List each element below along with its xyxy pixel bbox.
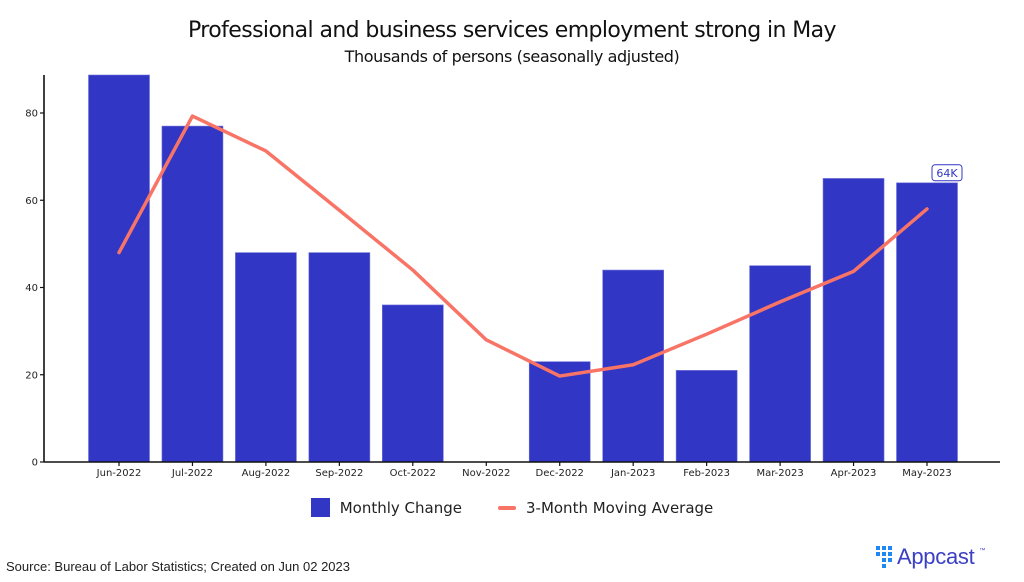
bar-oct-2022 bbox=[382, 304, 444, 463]
annotation-layer: 64K bbox=[931, 164, 963, 182]
legend-label-monthly-change: Monthly Change bbox=[339, 498, 462, 517]
x-tick-label-jun-2022: Jun-2022 bbox=[96, 468, 142, 479]
y-tick-label-40: 40 bbox=[25, 283, 38, 294]
legend-swatch-line bbox=[497, 505, 516, 510]
legend-item-moving-average[interactable]: 3-Month Moving Average bbox=[497, 498, 714, 517]
bar-aug-2022 bbox=[235, 252, 297, 463]
y-tick-label-80: 80 bbox=[25, 109, 38, 120]
y-tick-label-0: 0 bbox=[32, 458, 38, 469]
chart-plot: 0 20 40 60 80 Jun-2022 Jul-2022 Aug-2022 Sep-202… bbox=[25, 74, 1000, 479]
x-tick-label-nov-2022: Nov-2022 bbox=[462, 468, 510, 479]
x-tick-label-apr-2023: Apr-2023 bbox=[831, 468, 877, 479]
bar-mar-2023 bbox=[749, 265, 811, 463]
bar-may-2023 bbox=[896, 182, 958, 463]
y-tick-label-20: 20 bbox=[25, 370, 38, 381]
line-layer bbox=[117, 114, 929, 378]
brand-trademark: ™ bbox=[979, 548, 986, 554]
x-tick-label-feb-2023: Feb-2023 bbox=[683, 468, 730, 479]
legend-label-moving-average: 3-Month Moving Average bbox=[525, 498, 714, 517]
bar-jun-2022 bbox=[88, 74, 150, 463]
x-tick-label-dec-2022: Dec-2022 bbox=[536, 468, 584, 479]
annotation-label: 64K bbox=[936, 167, 958, 180]
bar-dec-2022 bbox=[528, 361, 591, 463]
x-tick-label-sep-2022: Sep-2022 bbox=[315, 468, 363, 479]
x-tick-label-mar-2023: Mar-2023 bbox=[756, 468, 803, 479]
x-tick-label-aug-2022: Aug-2022 bbox=[242, 468, 291, 479]
chart-title: Professional and business services emplo… bbox=[188, 18, 837, 43]
x-tick-label-oct-2022: Oct-2022 bbox=[390, 468, 436, 479]
bar-feb-2023 bbox=[675, 370, 738, 463]
appcast-logo: Appcast ™ bbox=[876, 544, 985, 570]
brand-name: Appcast bbox=[897, 544, 975, 569]
legend: Monthly Change 3-Month Moving Average bbox=[0, 498, 1024, 517]
axes-layer: 0 20 40 60 80 Jun-2022 Jul-2022 Aug-2022 Sep-202… bbox=[25, 75, 1000, 479]
appcast-logo-icon bbox=[876, 546, 892, 568]
bar-sep-2022 bbox=[308, 252, 371, 463]
x-tick-label-jul-2022: Jul-2022 bbox=[171, 468, 213, 479]
legend-swatch-bar bbox=[310, 498, 330, 517]
bars-layer bbox=[88, 74, 958, 463]
bar-jul-2022 bbox=[161, 125, 224, 463]
x-tick-label-may-2023: May-2023 bbox=[902, 468, 952, 479]
annotation-box bbox=[931, 164, 963, 182]
x-tick-label-jan-2023: Jan-2023 bbox=[610, 468, 655, 479]
bar-apr-2023 bbox=[822, 178, 885, 463]
chart-subtitle: Thousands of persons (seasonally adjuste… bbox=[344, 47, 680, 66]
bar-jan-2023 bbox=[602, 269, 664, 463]
legend-item-monthly-change[interactable]: Monthly Change bbox=[310, 498, 462, 517]
y-tick-label-60: 60 bbox=[25, 196, 38, 207]
source-note: Source: Bureau of Labor Statistics; Crea… bbox=[6, 559, 350, 574]
moving-average-line bbox=[117, 114, 929, 378]
